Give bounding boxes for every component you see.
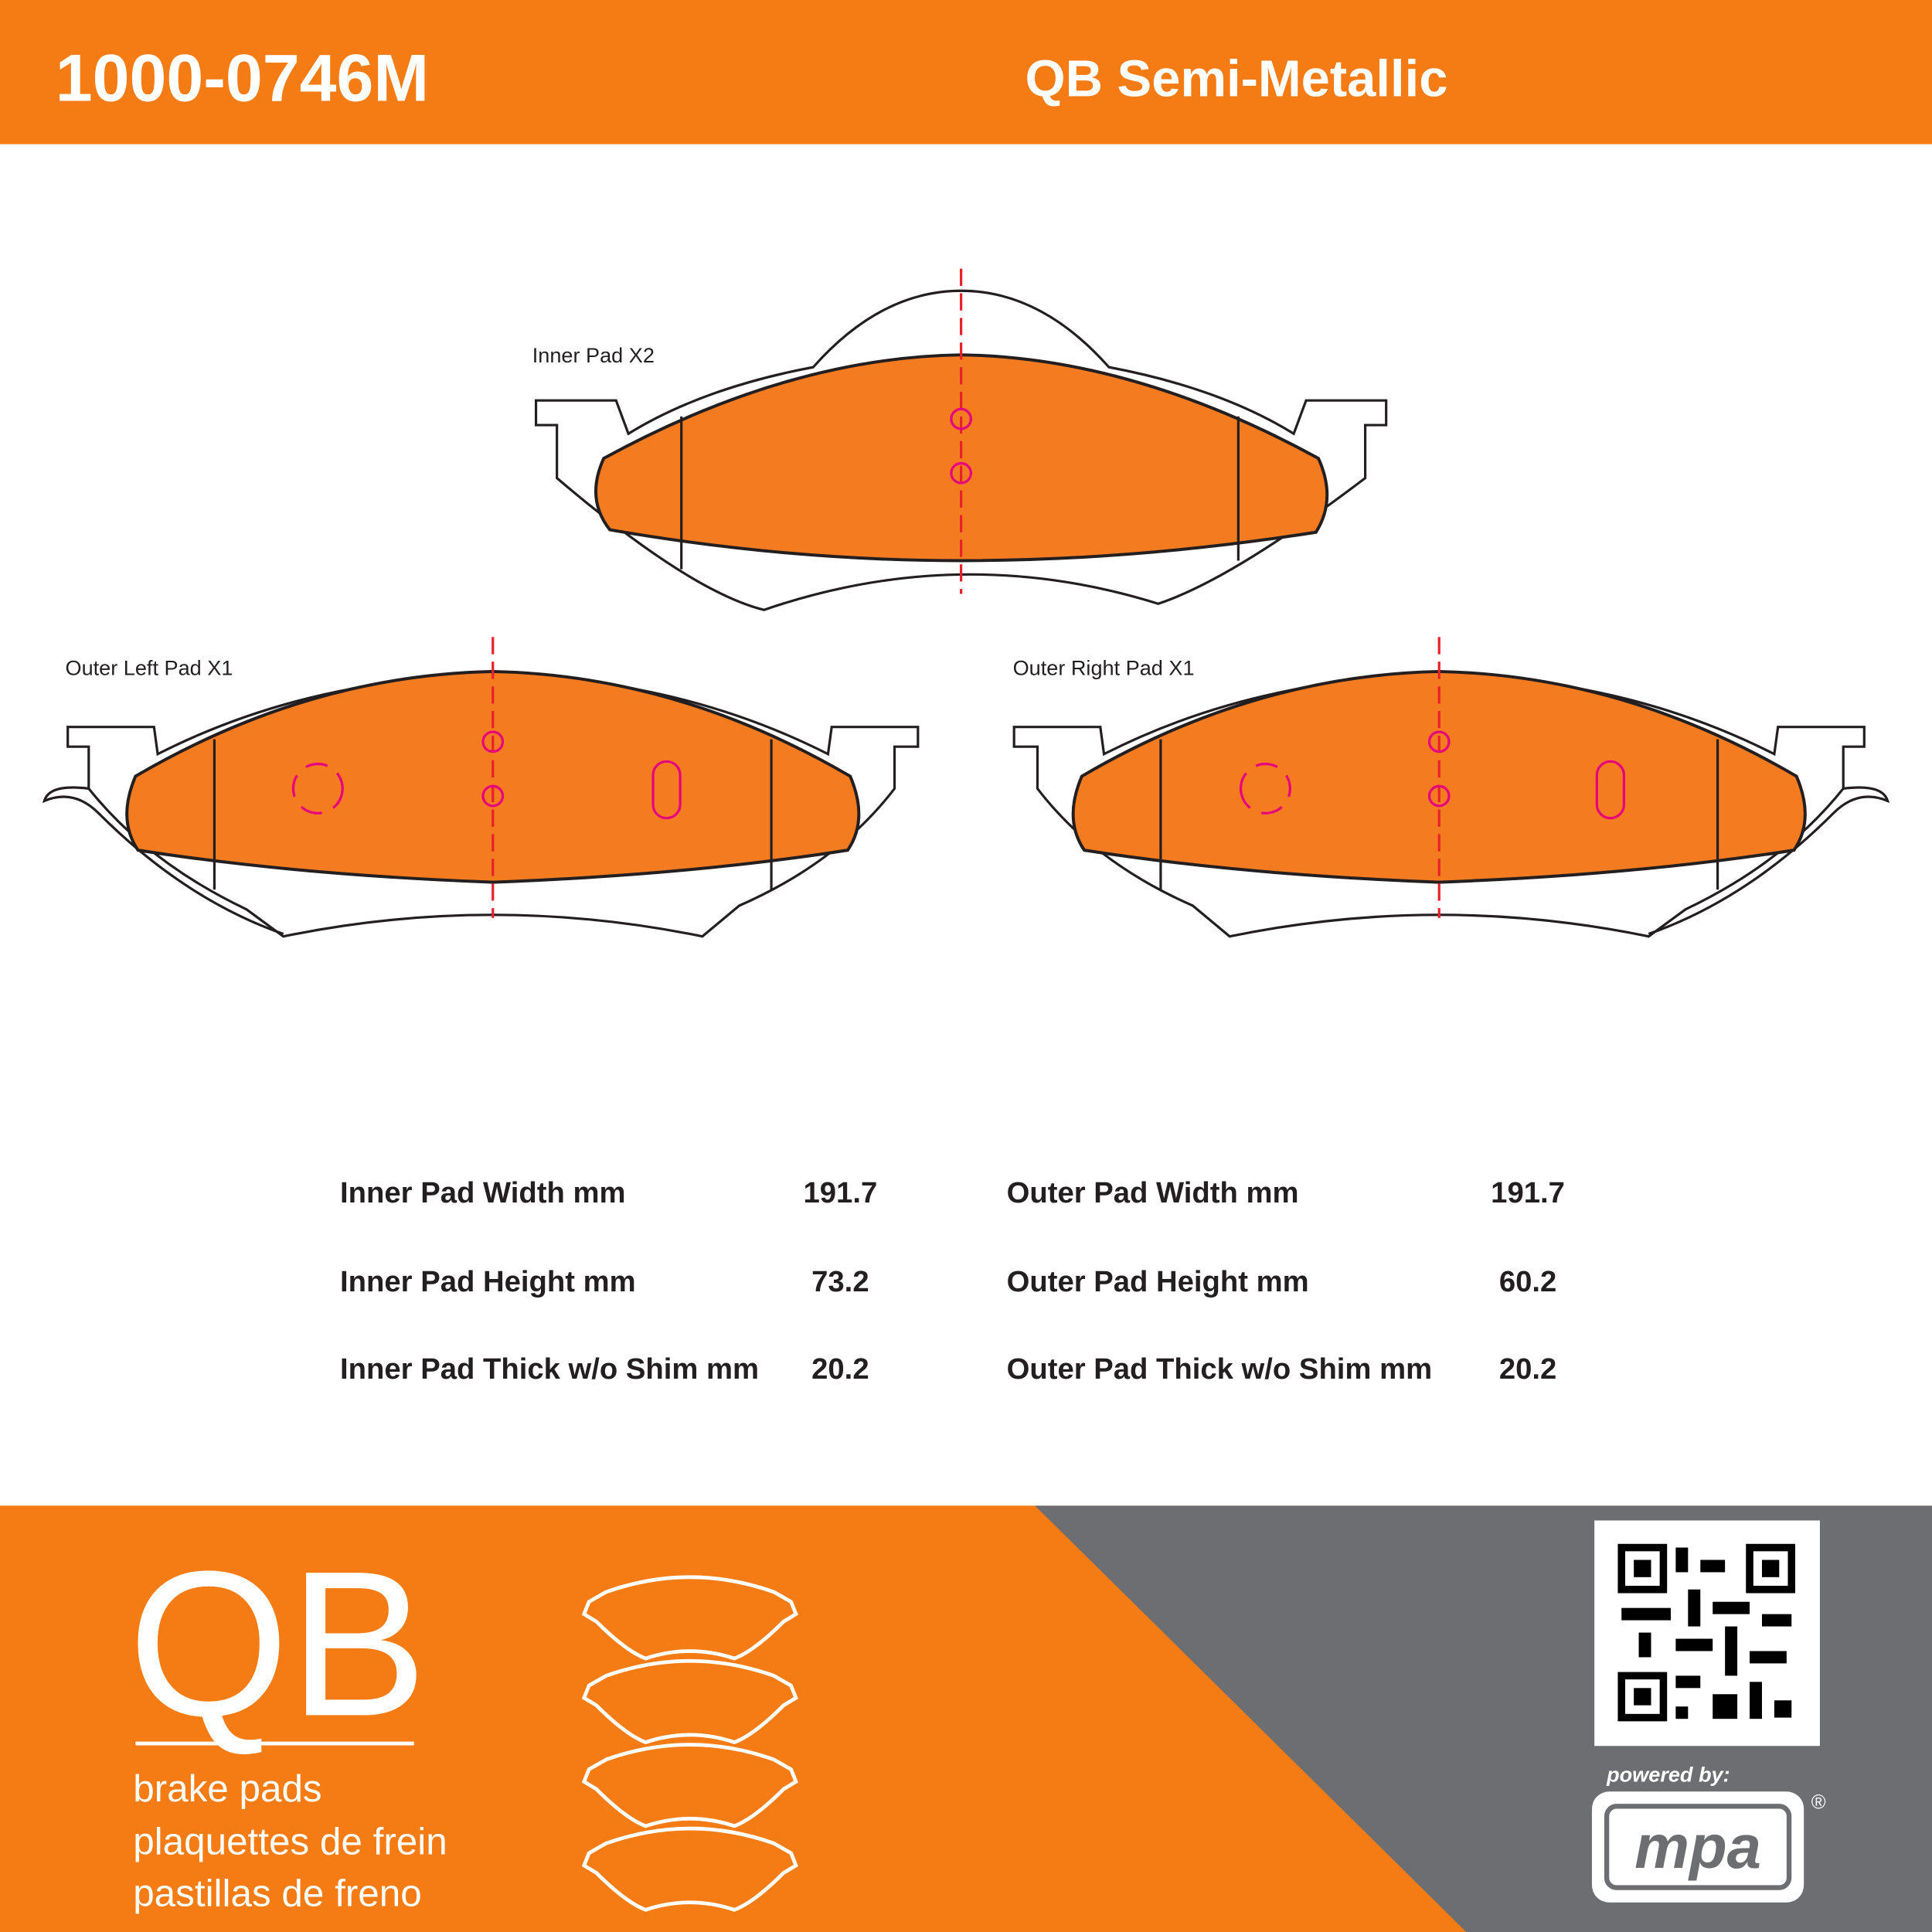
inner-pad-drawing-part [950, 407, 972, 430]
qr-code-part-part [1675, 1675, 1701, 1689]
qr-code-part-part [1725, 1626, 1738, 1676]
outer-right-pad-drawing-part [1427, 784, 1451, 808]
spec-table: Inner Pad Width mm 191.7 Inner Pad Height … [340, 1176, 1565, 1386]
part-number: 1000-0746M [56, 42, 429, 116]
header-band [0, 0, 1932, 145]
spec-value: 60.2 [1499, 1265, 1556, 1298]
spec-value: 191.7 [1491, 1176, 1565, 1209]
brand-logo: QB [128, 1528, 427, 1759]
qr-code [1594, 1520, 1820, 1747]
outer-left-pad-drawing-part [291, 762, 344, 815]
qr-code-part-part [1761, 1614, 1792, 1627]
outer-right-pad-drawing-part [1239, 762, 1291, 815]
qr-code-part-part [1774, 1700, 1792, 1718]
outer-right-pad-drawing-part [1595, 760, 1625, 820]
pad-label: Inner Pad X2 [532, 343, 655, 367]
spec-label: Outer Pad Thick w/o Shim mm [1007, 1352, 1432, 1386]
qr-code-part-part [1713, 1601, 1750, 1614]
qr-code-part-part [1617, 1672, 1668, 1722]
partner-logo: mpa [1634, 1812, 1761, 1881]
qr-code-part-part [1617, 1543, 1668, 1594]
qr-code-part-part [1621, 1607, 1671, 1621]
product-line: QB Semi-Metallic [1026, 49, 1448, 107]
qr-code-part [1617, 1543, 1796, 1722]
qr-code-part-part [1638, 1632, 1651, 1658]
inner-pad-drawing-part [534, 289, 1388, 611]
qr-code-part-part [1713, 1694, 1738, 1719]
qr-code-part-part [1634, 1688, 1651, 1706]
qr-code-part-part [1675, 1706, 1689, 1719]
outer-right-pad-drawing-part [1648, 786, 1890, 936]
spec-label: Inner Pad Width mm [340, 1176, 625, 1209]
pad-label: Outer Left Pad X1 [66, 656, 233, 680]
outer-left-pad-drawing [42, 637, 920, 938]
partner-badge-inner [1604, 1804, 1792, 1890]
qr-code-part-part [1761, 1560, 1780, 1577]
spec-label: Inner Pad Height mm [340, 1265, 636, 1298]
outer-left-pad-drawing-part [42, 786, 284, 936]
pad-label: Outer Right Pad X1 [1013, 656, 1195, 680]
spec-value: 191.7 [804, 1176, 878, 1209]
spec-label: Inner Pad Thick w/o Shim mm [340, 1352, 759, 1386]
outer-left-pad-drawing-part [651, 760, 682, 820]
outer-right-pad-drawing-part [1427, 730, 1451, 753]
qr-code-part-part [1675, 1547, 1689, 1573]
qr-code-part-part [1746, 1543, 1796, 1594]
inner-pad-drawing-part [950, 461, 972, 485]
qr-code-part-part [1700, 1560, 1726, 1573]
spec-value: 73.2 [811, 1265, 869, 1298]
outer-left-pad-drawing-part [481, 784, 505, 808]
tagline: plaquettes de frein [133, 1821, 447, 1863]
powered-by: powered by: [1606, 1762, 1730, 1786]
partner-badge [1591, 1791, 1804, 1903]
qr-code-part-part [1750, 1651, 1787, 1664]
outer-right-pad-drawing [1012, 637, 1890, 938]
qr-code-part-part [1750, 1682, 1762, 1719]
outer-left-pad-drawing-part [481, 730, 505, 753]
spec-label: Outer Pad Height mm [1007, 1265, 1309, 1298]
tagline: pastillas de freno [133, 1872, 422, 1915]
qr-code-part [1621, 1547, 1792, 1719]
registered-mark: ® [1811, 1792, 1826, 1814]
spec-value: 20.2 [1499, 1352, 1556, 1386]
spec-value: 20.2 [811, 1352, 869, 1386]
qr-code-part-part [1675, 1638, 1713, 1651]
tagline: brake pads [133, 1767, 321, 1810]
spec-label: Outer Pad Width mm [1007, 1176, 1299, 1209]
qr-code-part-part [1688, 1589, 1701, 1627]
qr-code-part-part [1634, 1560, 1651, 1577]
inner-pad-drawing [534, 268, 1388, 611]
